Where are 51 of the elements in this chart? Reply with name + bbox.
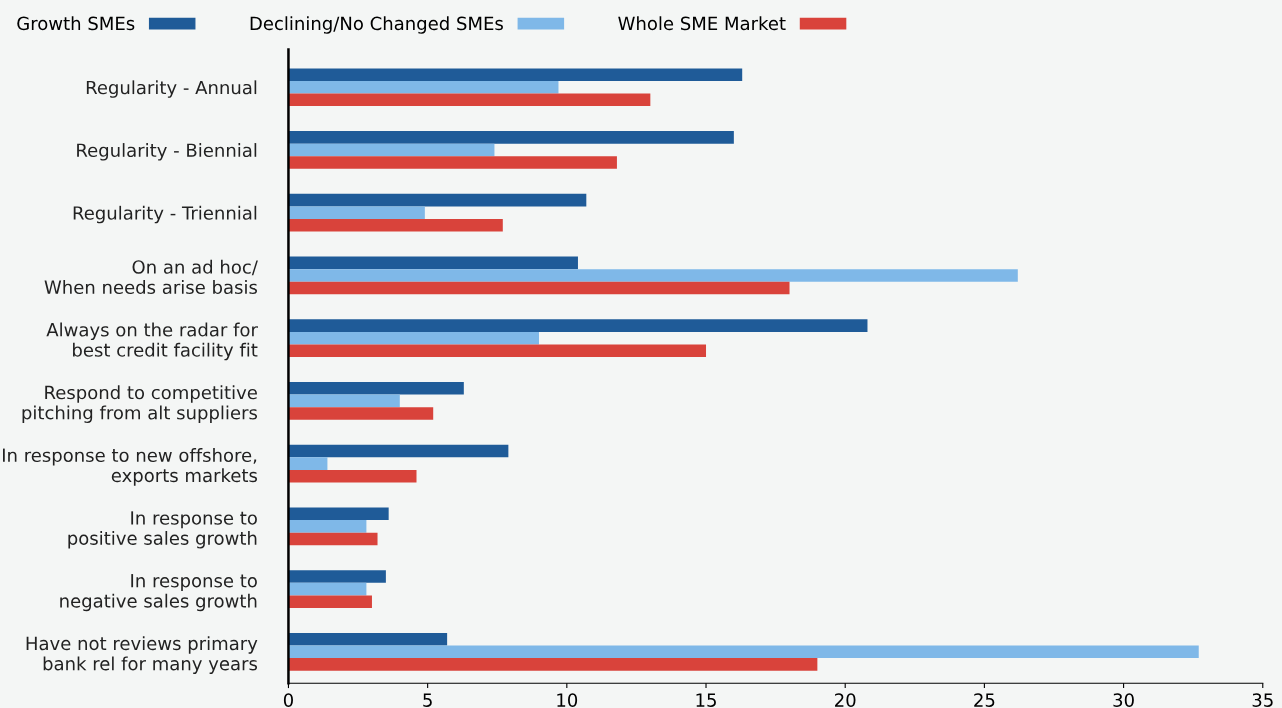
bar <box>288 256 578 270</box>
x-tick-label: 35 <box>1252 693 1273 707</box>
bar <box>288 206 425 219</box>
bar <box>288 444 509 458</box>
y-tick-label: In response to positive sales growth <box>68 511 257 549</box>
y-tick-label: Respond to competitive pitching from alt suppliers <box>22 385 258 423</box>
legend-label: Declining/No Changed SMEs <box>250 16 503 34</box>
y-tick-label: Have not reviews primary bank rel for many years <box>26 636 258 674</box>
x-tick-label: 25 <box>974 693 995 707</box>
legend-label: Growth SMEs <box>17 16 135 31</box>
bar <box>288 218 503 232</box>
bar <box>288 319 868 332</box>
bar <box>288 520 367 533</box>
bar <box>288 93 651 107</box>
y-tick-label: Regularity - Triennial <box>73 205 257 224</box>
x-tick-label: 15 <box>696 693 716 707</box>
y-tick-label: On an ad hoc/ When needs arise basis <box>44 259 258 295</box>
bar <box>288 469 417 483</box>
bar <box>288 269 1018 282</box>
bar <box>288 80 559 94</box>
bar <box>288 193 587 207</box>
bar <box>288 281 790 295</box>
bar <box>288 595 372 608</box>
bar <box>288 344 707 357</box>
bar <box>288 457 328 470</box>
bar <box>288 68 743 81</box>
bar <box>288 532 378 546</box>
x-tick-label: 20 <box>835 693 856 707</box>
y-tick-label: In response to negative sales growth <box>60 574 257 612</box>
x-tick-label: 10 <box>557 693 578 707</box>
bar <box>288 156 617 169</box>
bar <box>288 582 367 596</box>
bar <box>288 331 539 345</box>
x-tick-label: 5 <box>423 693 432 707</box>
x-tick-label: 30 <box>1113 693 1134 707</box>
bar <box>288 382 464 395</box>
bar <box>288 645 1199 659</box>
bar <box>288 570 386 583</box>
bar <box>288 507 389 521</box>
bar <box>288 407 434 420</box>
y-tick-label: In response to new offshore, exports markets <box>2 448 258 486</box>
bar <box>288 394 400 408</box>
bar <box>288 658 818 671</box>
bar <box>288 143 495 157</box>
x-tick-label: 0 <box>283 693 293 707</box>
bar <box>288 131 734 144</box>
y-tick-label: Always on the radar for best credit facility fit <box>46 322 258 361</box>
legend-label: Whole SME Market <box>618 16 786 31</box>
bar <box>288 633 448 646</box>
y-tick-label: Regularity - Biennial <box>77 143 257 161</box>
y-tick-label: Regularity - Annual <box>86 80 257 98</box>
